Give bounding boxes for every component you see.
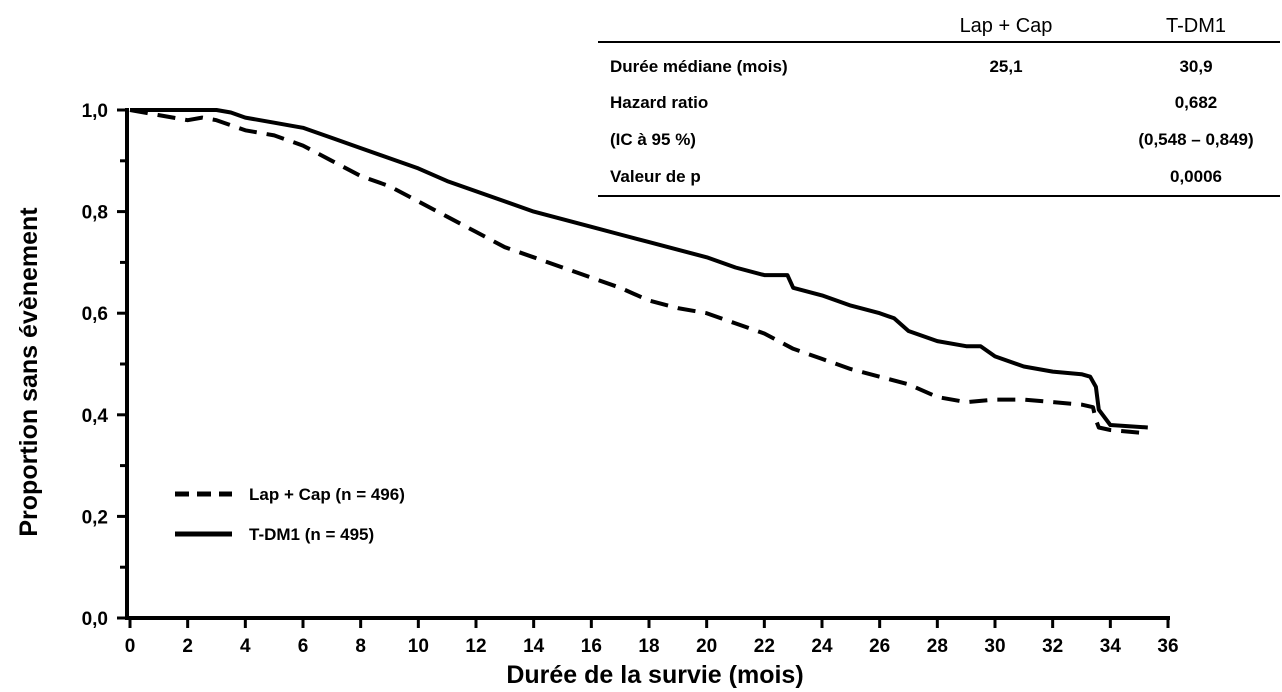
table-cell: 0,682 [1175, 93, 1218, 112]
table-row-label: Hazard ratio [610, 93, 708, 112]
x-axis-title: Durée de la survie (mois) [506, 661, 803, 689]
table-cell: 0,0006 [1170, 167, 1222, 186]
y-tick-label: 0,8 [82, 203, 108, 224]
x-tick-label: 10 [408, 636, 429, 657]
x-tick-label: 18 [638, 636, 659, 657]
y-tick-label: 0,0 [82, 609, 108, 630]
x-tick-label: 32 [1042, 636, 1063, 657]
x-tick-label: 8 [355, 636, 366, 657]
table-header-tdm1: T-DM1 [1166, 15, 1226, 37]
table-cell: (0,548 – 0,849) [1138, 130, 1253, 149]
x-tick-label: 2 [182, 636, 193, 657]
y-axis-title: Proportion sans évènement [15, 207, 43, 537]
y-tick-label: 0,6 [82, 304, 108, 325]
x-tick-label: 4 [240, 636, 251, 657]
table-header-lap-cap: Lap + Cap [960, 15, 1053, 37]
x-tick-label: 28 [927, 636, 948, 657]
legend-label-tdm1: T-DM1 (n = 495) [249, 525, 374, 544]
x-tick-label: 12 [465, 636, 486, 657]
legend: Lap + Cap (n = 496) T-DM1 (n = 495) [175, 485, 405, 544]
y-axis: 0,0 0,2 0,4 0,6 0,8 1,0 [82, 101, 129, 630]
x-tick-label: 14 [523, 636, 545, 657]
x-tick-label: 6 [298, 636, 309, 657]
series-line-lap-cap [129, 108, 1140, 435]
table-row-label: Valeur de p [610, 167, 701, 186]
y-tick-label: 1,0 [82, 101, 108, 122]
survival-curves [129, 108, 1148, 435]
y-tick-label: 0,2 [82, 507, 108, 528]
y-tick-label: 0,4 [82, 406, 109, 427]
stats-table: Lap + Cap T-DM1 Durée médiane (mois) 25,… [598, 15, 1280, 197]
x-tick-label: 24 [811, 636, 833, 657]
x-tick-label: 26 [869, 636, 890, 657]
x-tick-label: 16 [581, 636, 602, 657]
table-cell: 30,9 [1179, 57, 1212, 76]
table-row-label: Durée médiane (mois) [610, 57, 788, 76]
x-tick-label: 36 [1157, 636, 1178, 657]
x-tick-label: 30 [984, 636, 1005, 657]
x-tick-label: 34 [1100, 636, 1122, 657]
table-row-label: (IC à 95 %) [610, 130, 696, 149]
table-cell: 25,1 [989, 57, 1022, 76]
x-tick-label: 22 [754, 636, 775, 657]
x-axis: 0 2 4 6 8 10 12 14 16 18 20 22 24 26 28 30 32 34 36 [125, 616, 1179, 657]
x-tick-label: 20 [696, 636, 717, 657]
legend-label-lap-cap: Lap + Cap (n = 496) [249, 485, 405, 504]
y-axis-ticks: 0,0 0,2 0,4 0,6 0,8 1,0 [82, 101, 127, 630]
x-axis-ticks: 0 2 4 6 8 10 12 14 16 18 20 22 24 26 28 30 32 34 36 [125, 618, 1179, 657]
x-tick-label: 0 [125, 636, 136, 657]
series-line-tdm1 [130, 108, 1148, 430]
